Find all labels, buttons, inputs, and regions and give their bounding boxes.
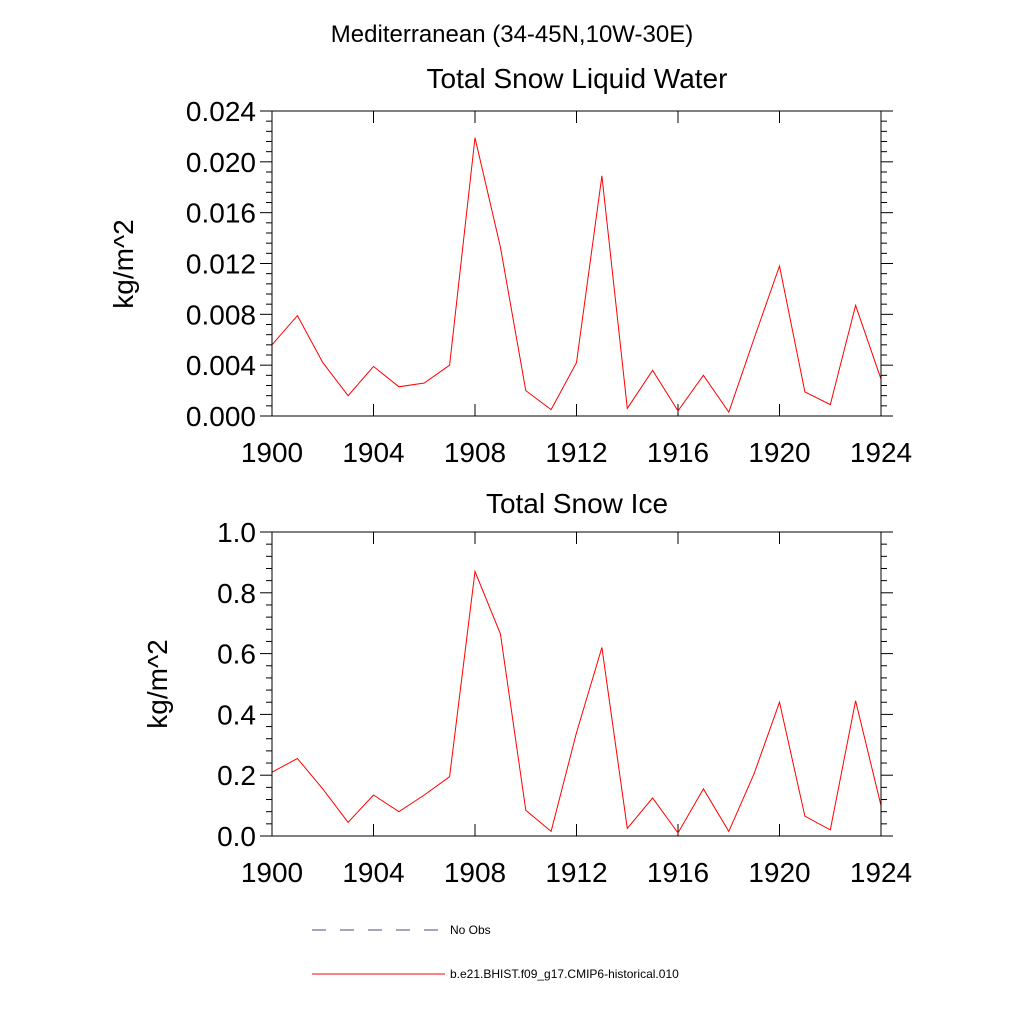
- tick-labels: 1900 1904 1908 1912 1916 1920 1924 0.000 0.004 0.…: [186, 96, 912, 468]
- plot-frame: [271, 110, 882, 417]
- x-tick-label: 1916: [647, 437, 709, 468]
- y-axis-label: kg/m^2: [142, 639, 173, 728]
- x-tick-label: 1908: [444, 857, 506, 888]
- x-tick-label: 1904: [342, 857, 404, 888]
- x-tick-label: 1900: [241, 857, 303, 888]
- legend: No Obs b.e21.BHIST.f09_g17.CMIP6-histori…: [312, 923, 679, 981]
- series-group: [271, 569, 882, 834]
- series-line: [271, 569, 882, 834]
- y-tick-label: 0.012: [186, 249, 256, 280]
- tick-marks: [260, 531, 893, 837]
- x-tick-label: 1908: [444, 437, 506, 468]
- y-tick-label: 0.2: [217, 760, 256, 791]
- series-line: [271, 137, 882, 414]
- y-tick-label: 0.024: [186, 96, 256, 127]
- x-tick-label: 1924: [850, 437, 912, 468]
- panel-title: Total Snow Ice: [486, 488, 668, 519]
- legend-label-no-obs: No Obs: [450, 923, 491, 937]
- x-tick-label: 1924: [850, 857, 912, 888]
- y-tick-label: 0.6: [217, 639, 256, 670]
- panel-snow-ice: Total Snow Ice kg/m^2 1900 1904 1908 1912 19…: [142, 488, 912, 888]
- y-tick-label: 1.0: [217, 517, 256, 548]
- x-tick-label: 1900: [241, 437, 303, 468]
- x-tick-label: 1912: [545, 437, 607, 468]
- x-tick-label: 1920: [748, 437, 810, 468]
- page-title: Mediterranean (34-45N,10W-30E): [331, 21, 693, 48]
- y-tick-label: 0.008: [186, 299, 256, 330]
- y-tick-label: 0.016: [186, 198, 256, 229]
- y-tick-label: 0.8: [217, 578, 256, 609]
- y-tick-label: 0.020: [186, 147, 256, 178]
- tick-labels: 1900 1904 1908 1912 1916 1920 1924 0.0 0.2 0.4 0.6…: [217, 517, 912, 888]
- y-tick-label: 0.4: [217, 699, 256, 730]
- x-tick-label: 1920: [748, 857, 810, 888]
- y-tick-label: 0.004: [186, 350, 256, 381]
- y-tick-label: 0.000: [186, 401, 256, 432]
- x-tick-label: 1912: [545, 857, 607, 888]
- x-tick-label: 1904: [342, 437, 404, 468]
- y-axis-label: kg/m^2: [108, 219, 139, 308]
- tick-marks: [260, 110, 893, 417]
- panel-title: Total Snow Liquid Water: [427, 63, 728, 94]
- plot-frame: [271, 531, 882, 837]
- y-tick-label: 0.0: [217, 821, 256, 852]
- x-tick-label: 1916: [647, 857, 709, 888]
- series-group: [271, 137, 882, 414]
- panel-snow-liquid-water: Total Snow Liquid Water kg/m^2 1900 1904 1…: [108, 63, 912, 468]
- legend-label-model: b.e21.BHIST.f09_g17.CMIP6-historical.010: [450, 967, 679, 981]
